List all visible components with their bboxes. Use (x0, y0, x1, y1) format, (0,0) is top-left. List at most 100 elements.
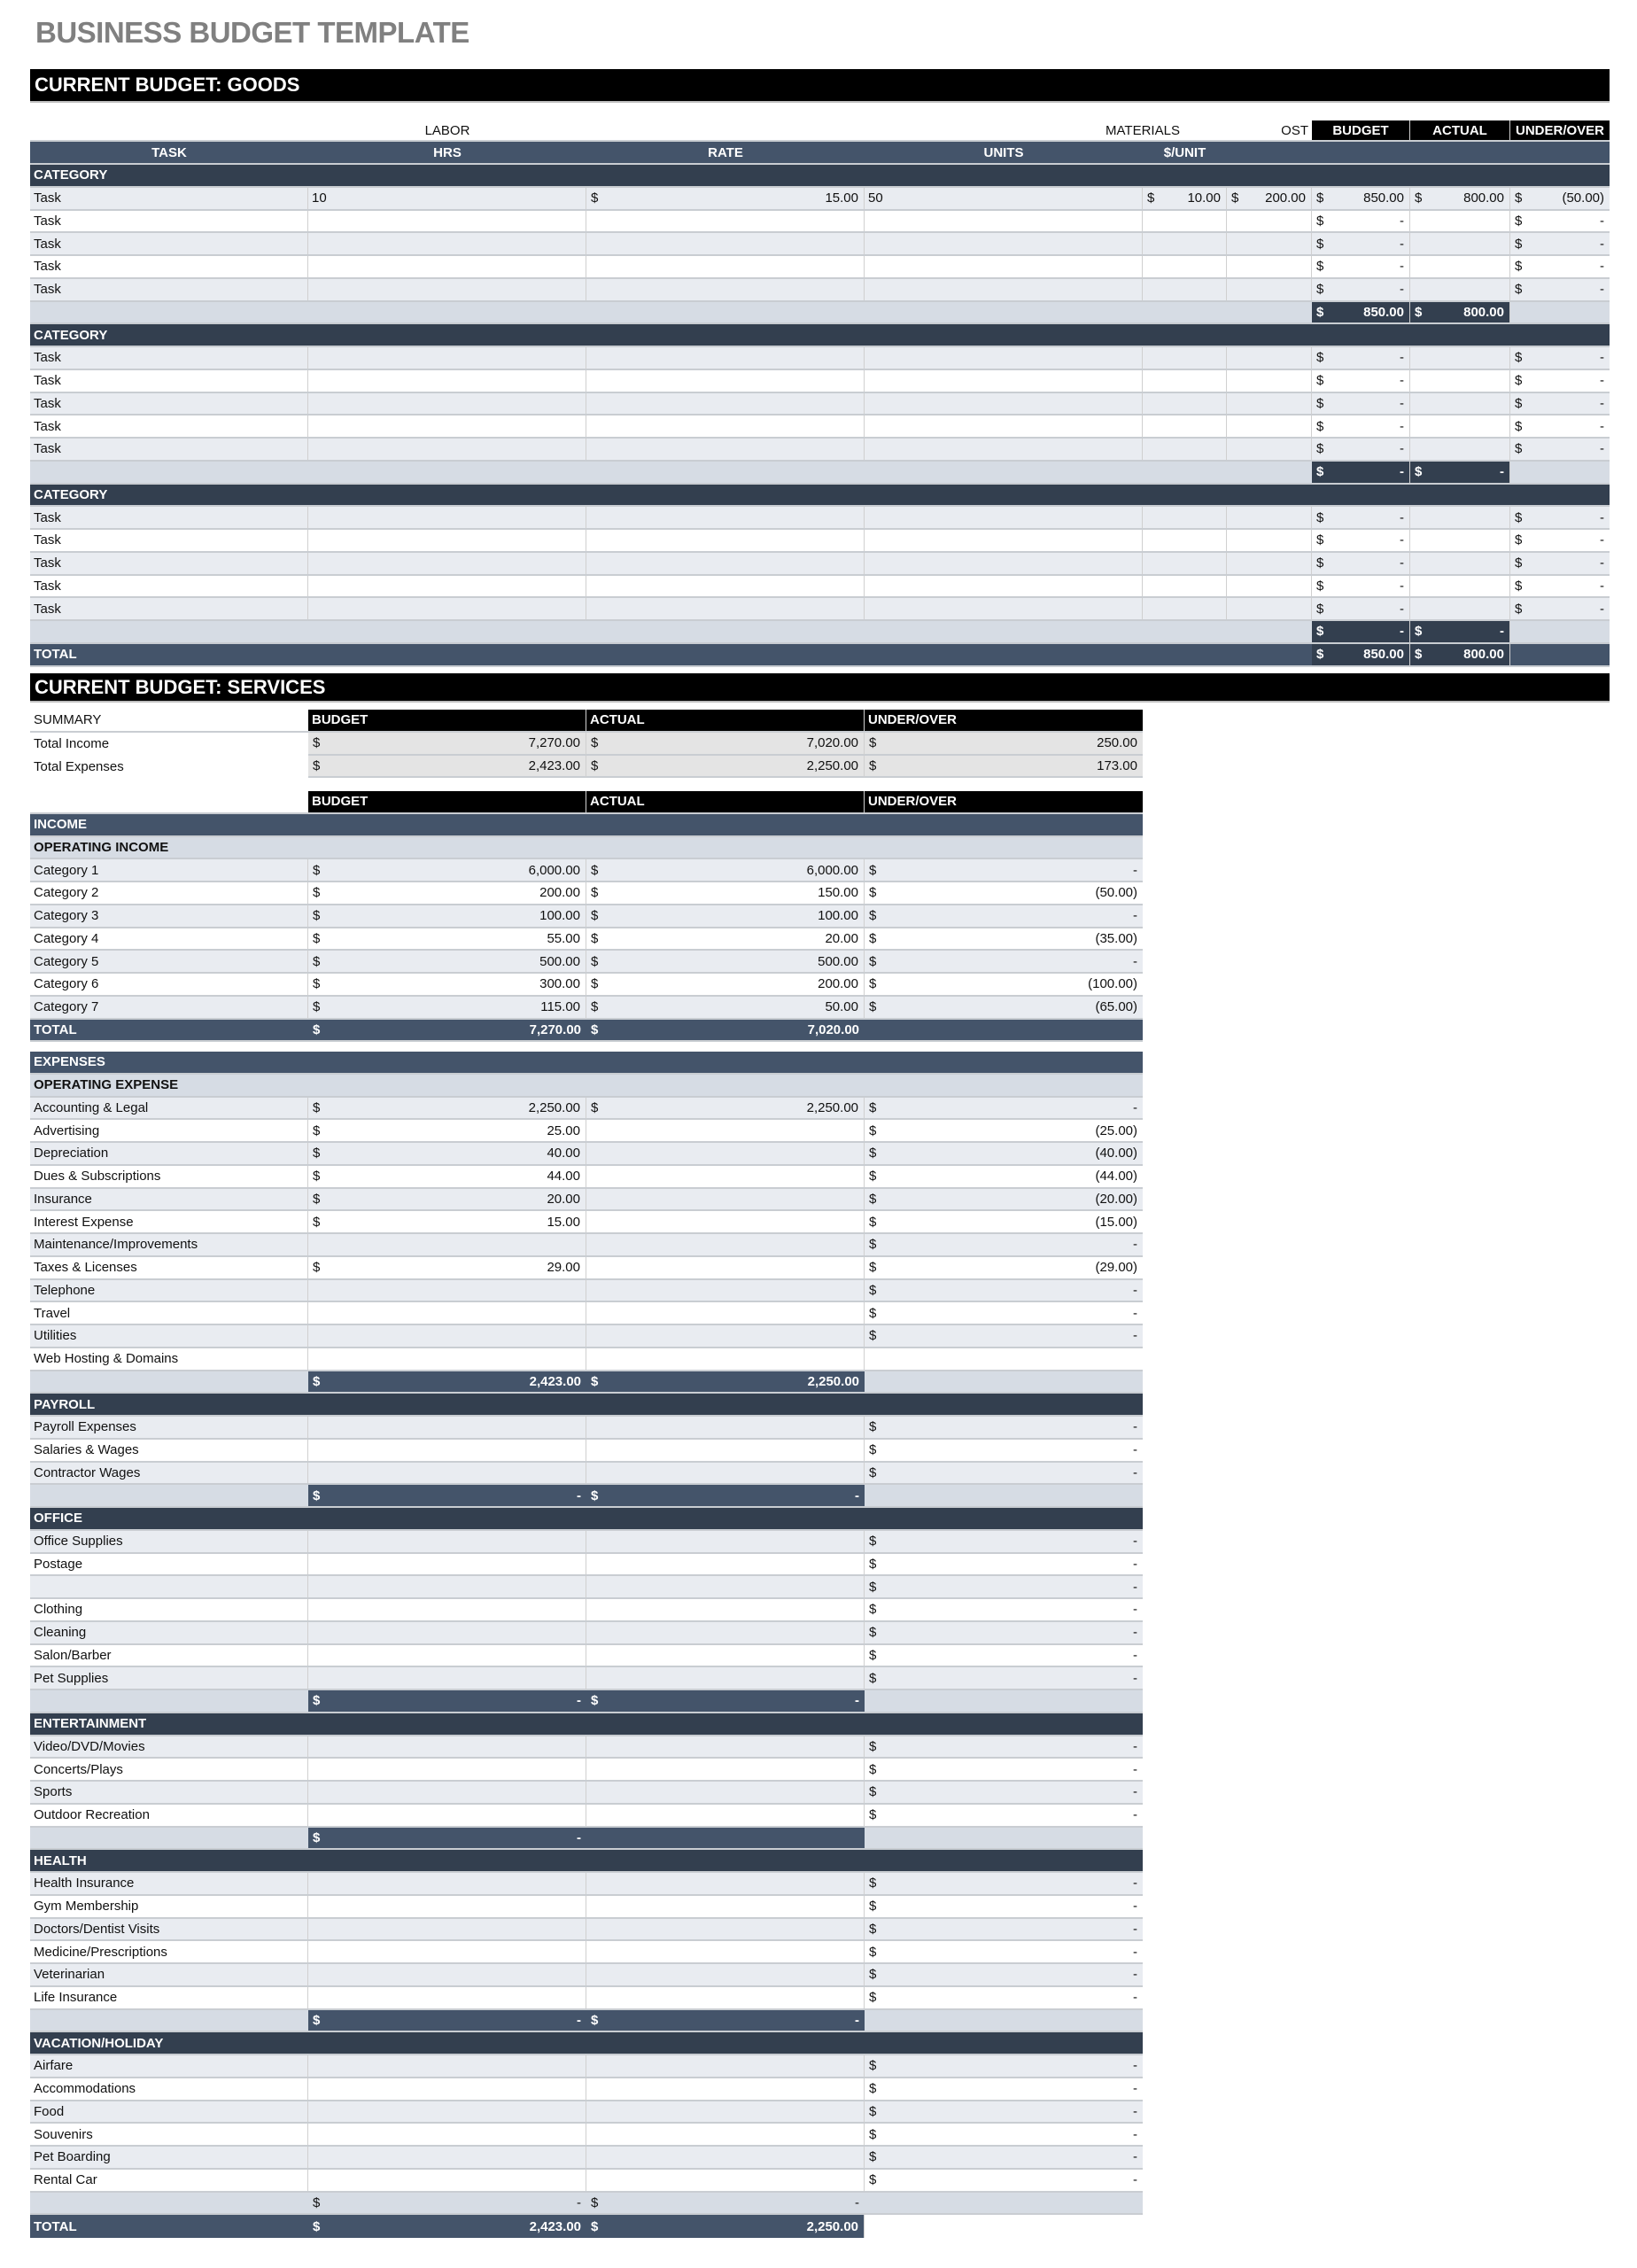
line-item-label[interactable]: Accommodations (30, 2078, 308, 2100)
per-unit-input[interactable] (1143, 210, 1227, 232)
actual-input[interactable]: $800.00 (1410, 187, 1510, 209)
line-item-label[interactable]: Category 1 (30, 859, 308, 881)
actual-input[interactable] (586, 1143, 865, 1164)
line-item-label[interactable]: Food (30, 2101, 308, 2123)
line-item-label[interactable]: Veterinarian (30, 1964, 308, 1985)
actual-input[interactable] (1410, 210, 1510, 232)
line-item-label[interactable]: Payroll Expenses (30, 1417, 308, 1438)
per-unit-input[interactable] (1143, 278, 1227, 300)
rate-input[interactable] (586, 507, 865, 528)
hrs-input[interactable] (308, 598, 586, 619)
per-unit-input[interactable] (1143, 598, 1227, 619)
line-item-label[interactable]: Taxes & Licenses (30, 1256, 308, 1278)
fixed-cost-input[interactable] (1227, 369, 1312, 392)
line-item-label[interactable]: Accounting & Legal (30, 1097, 308, 1119)
budget-input[interactable]: $2,250.00 (308, 1097, 586, 1119)
rate-input[interactable] (586, 233, 865, 254)
task-name[interactable]: Task (30, 598, 308, 619)
actual-input[interactable] (586, 1279, 865, 1301)
hrs-input[interactable] (308, 347, 586, 369)
units-input[interactable] (865, 278, 1143, 300)
line-item-label[interactable]: Category 7 (30, 996, 308, 1018)
actual-input[interactable] (1410, 439, 1510, 460)
line-item-label[interactable]: Interest Expense (30, 1211, 308, 1232)
actual-input[interactable] (586, 1439, 865, 1461)
budget-input[interactable] (308, 1279, 586, 1301)
actual-input[interactable] (586, 1348, 865, 1370)
actual-input[interactable] (586, 1530, 865, 1552)
budget-input[interactable] (308, 1941, 586, 1962)
actual-input[interactable] (586, 1986, 865, 2008)
line-item-label[interactable]: Clothing (30, 1599, 308, 1620)
actual-input[interactable] (586, 1895, 865, 1917)
budget-input[interactable]: $40.00 (308, 1143, 586, 1164)
fixed-cost-input[interactable] (1227, 210, 1312, 232)
units-input[interactable] (865, 347, 1143, 369)
actual-input[interactable] (586, 1599, 865, 1620)
per-unit-input[interactable] (1143, 369, 1227, 392)
units-input[interactable] (865, 210, 1143, 232)
budget-input[interactable] (308, 2147, 586, 2168)
per-unit-input[interactable] (1143, 416, 1227, 437)
fixed-cost-input[interactable]: $200.00 (1227, 187, 1312, 209)
units-input[interactable]: 50 (865, 187, 1143, 209)
per-unit-input[interactable] (1143, 233, 1227, 254)
actual-input[interactable] (1410, 369, 1510, 392)
line-item-label[interactable]: Office Supplies (30, 1530, 308, 1552)
units-input[interactable] (865, 256, 1143, 277)
budget-input[interactable]: $115.00 (308, 996, 586, 1018)
actual-input[interactable] (586, 1873, 865, 1894)
actual-input[interactable] (586, 1165, 865, 1187)
actual-input[interactable] (586, 2055, 865, 2077)
task-name[interactable]: Task (30, 575, 308, 597)
task-name[interactable]: Task (30, 210, 308, 232)
line-item-label[interactable]: Dues & Subscriptions (30, 1165, 308, 1187)
units-input[interactable] (865, 392, 1143, 415)
task-name[interactable]: Task (30, 439, 308, 460)
rate-input[interactable] (586, 530, 865, 551)
line-item-label[interactable]: Travel (30, 1302, 308, 1324)
actual-input[interactable] (586, 2147, 865, 2168)
actual-input[interactable] (586, 1782, 865, 1803)
units-input[interactable] (865, 439, 1143, 460)
actual-input[interactable] (586, 1553, 865, 1575)
fixed-cost-input[interactable] (1227, 439, 1312, 460)
task-name[interactable]: Task (30, 530, 308, 551)
budget-input[interactable] (308, 1895, 586, 1917)
actual-input[interactable] (586, 1120, 865, 1141)
line-item-label[interactable]: Utilities (30, 1325, 308, 1347)
fixed-cost-input[interactable] (1227, 575, 1312, 597)
actual-input[interactable] (586, 2169, 865, 2191)
budget-input[interactable] (308, 1348, 586, 1370)
units-input[interactable] (865, 416, 1143, 437)
fixed-cost-input[interactable] (1227, 233, 1312, 254)
budget-input[interactable] (308, 1986, 586, 2008)
budget-input[interactable] (308, 2078, 586, 2100)
line-item-label[interactable] (30, 1576, 308, 1597)
line-item-label[interactable]: Depreciation (30, 1143, 308, 1164)
budget-input[interactable] (308, 1553, 586, 1575)
budget-input[interactable]: $200.00 (308, 882, 586, 904)
line-item-label[interactable]: Concerts/Plays (30, 1759, 308, 1780)
task-name[interactable]: Task (30, 552, 308, 574)
actual-input[interactable]: $50.00 (586, 996, 865, 1018)
task-name[interactable]: Task (30, 187, 308, 209)
budget-input[interactable] (308, 1873, 586, 1894)
actual-input[interactable] (1410, 416, 1510, 437)
hrs-input[interactable] (308, 369, 586, 392)
budget-input[interactable]: $20.00 (308, 1188, 586, 1210)
fixed-cost-input[interactable] (1227, 552, 1312, 574)
actual-input[interactable] (1410, 530, 1510, 551)
fixed-cost-input[interactable] (1227, 507, 1312, 528)
rate-input[interactable] (586, 210, 865, 232)
units-input[interactable] (865, 530, 1143, 551)
actual-input[interactable] (1410, 507, 1510, 528)
per-unit-input[interactable] (1143, 439, 1227, 460)
line-item-label[interactable]: Outdoor Recreation (30, 1804, 308, 1826)
budget-input[interactable]: $25.00 (308, 1120, 586, 1141)
per-unit-input[interactable] (1143, 552, 1227, 574)
fixed-cost-input[interactable] (1227, 598, 1312, 619)
line-item-label[interactable]: Medicine/Prescriptions (30, 1941, 308, 1962)
budget-input[interactable] (308, 1325, 586, 1347)
line-item-label[interactable]: Insurance (30, 1188, 308, 1210)
